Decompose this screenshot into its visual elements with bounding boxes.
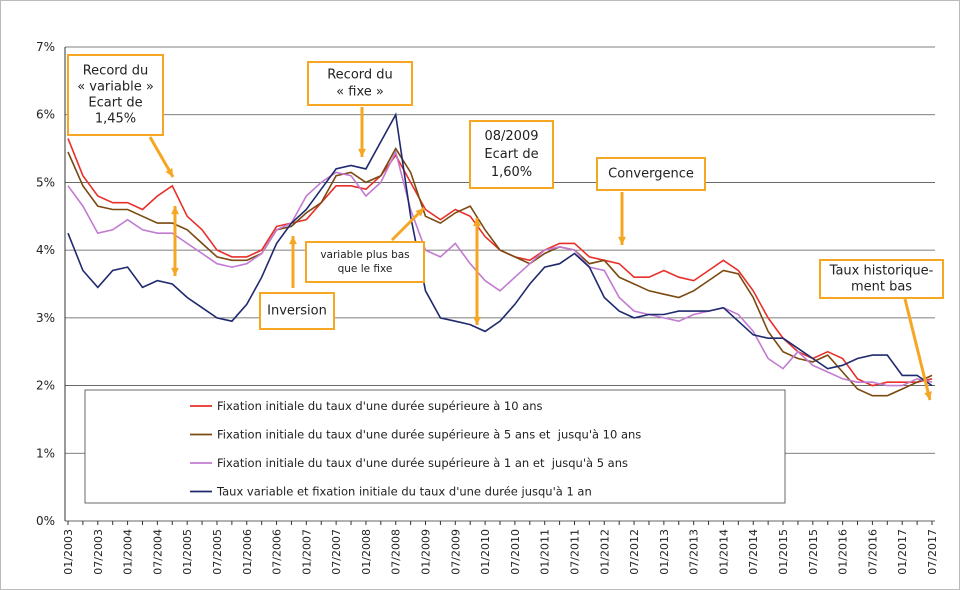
y-tick-label: 3% (36, 311, 55, 325)
y-tick-label: 1% (36, 446, 55, 460)
arrow-head (618, 236, 626, 245)
annotation-box (259, 292, 335, 330)
x-tick-label: 01/2014 (717, 529, 730, 575)
annotation-box (596, 157, 706, 191)
x-tick-label: 07/2007 (330, 529, 343, 575)
annotation-text: Inversion (267, 304, 327, 319)
x-tick-label: 07/2017 (926, 529, 939, 575)
x-tick-label: 01/2005 (181, 529, 194, 575)
arrow-head (473, 218, 481, 227)
y-tick-label: 6% (36, 108, 55, 122)
x-tick-label: 07/2016 (866, 529, 879, 575)
x-tick-label: 01/2004 (122, 529, 135, 575)
y-tick-label: 2% (36, 379, 55, 393)
arrow-head (171, 206, 179, 215)
arrow (903, 298, 932, 401)
series-line (67, 149, 933, 387)
annotation-text: Taux historique- (829, 264, 934, 279)
annotation-text: 1,45% (95, 112, 136, 127)
arrow-head (171, 267, 179, 276)
x-tick-label: 07/2013 (688, 529, 701, 575)
x-tick-label: 01/2016 (837, 529, 850, 575)
annotation-box (67, 54, 164, 136)
x-tick-label: 07/2004 (151, 529, 164, 575)
y-tick-label: 4% (36, 243, 55, 257)
arrow-head (924, 391, 932, 400)
arrow-head (289, 236, 297, 245)
annotation: Record du « fixe » (307, 61, 413, 106)
annotation-text: Record du (327, 68, 393, 83)
x-tick-label: 01/2010 (479, 529, 492, 575)
annotation: Record du« variable »Ecart de1,45% (67, 54, 164, 136)
x-tick-label: 07/2010 (509, 529, 522, 575)
x-tick-label: 01/2015 (777, 529, 790, 575)
x-tick-label: 01/2008 (360, 529, 373, 575)
annotation-text: variable plus bas (320, 249, 409, 261)
annotation-text: ment bas (851, 280, 912, 295)
annotation: variable plus bas que le fixe (305, 241, 425, 283)
annotation: Convergence (596, 157, 706, 191)
legend-label: Taux variable et fixation initiale du ta… (216, 485, 592, 499)
annotation-text: 1,60% (491, 165, 532, 180)
x-tick-label: 01/2009 (420, 529, 433, 575)
annotation-box (819, 259, 944, 299)
annotation-box (307, 61, 413, 106)
arrow-head (358, 148, 366, 157)
x-tick-label: 07/2009 (449, 529, 462, 575)
x-tick-label: 01/2007 (300, 529, 313, 575)
annotation-text: que le fixe (338, 263, 393, 275)
annotation: Inversion (259, 292, 335, 330)
series-line (67, 112, 933, 387)
x-tick-label: 01/2012 (598, 529, 611, 575)
series-line (67, 147, 933, 397)
annotation-text: Convergence (608, 167, 694, 182)
y-tick-label: 5% (36, 175, 55, 189)
arrow-head (165, 168, 173, 177)
x-tick-label: 01/2006 (241, 529, 254, 575)
x-tick-label: 07/2011 (568, 529, 581, 575)
annotation: 08/2009 Ecart de 1,60% (469, 120, 554, 189)
annotation-text: Ecart de (484, 147, 538, 162)
legend-box (84, 389, 786, 504)
x-tick-label: 07/2012 (628, 529, 641, 575)
y-tick-label: 0% (36, 514, 55, 528)
x-tick-label: 01/2011 (539, 529, 552, 575)
x-tick-label: 01/2003 (62, 529, 75, 575)
y-tick-label: 7% (36, 40, 55, 54)
x-tick-label: 07/2005 (211, 529, 224, 575)
annotation-text: « variable » (77, 80, 154, 95)
annotation-text: « fixe » (336, 85, 384, 100)
annotation-text: 08/2009 (484, 129, 538, 144)
annotation: Taux historique-ment bas (819, 259, 944, 299)
x-tick-label: 07/2006 (271, 529, 284, 575)
x-tick-label: 07/2008 (390, 529, 403, 575)
legend-label: Fixation initiale du taux d'une durée su… (217, 399, 543, 413)
arrow-head (415, 208, 424, 217)
annotation-text: Record du (83, 64, 149, 79)
x-tick-label: 07/2014 (747, 529, 760, 575)
x-tick-label: 07/2003 (92, 529, 105, 575)
legend-label: Fixation initiale du taux d'une durée su… (217, 456, 628, 470)
annotation-box (305, 241, 425, 283)
annotation-box (469, 120, 554, 189)
x-tick-label: 07/2015 (807, 529, 820, 575)
legend-label: Fixation initiale du taux d'une durée su… (217, 428, 641, 442)
arrow-head (473, 316, 481, 325)
x-tick-label: 01/2017 (896, 529, 909, 575)
annotation-text: Ecart de (88, 96, 142, 111)
x-tick-label: 01/2013 (658, 529, 671, 575)
